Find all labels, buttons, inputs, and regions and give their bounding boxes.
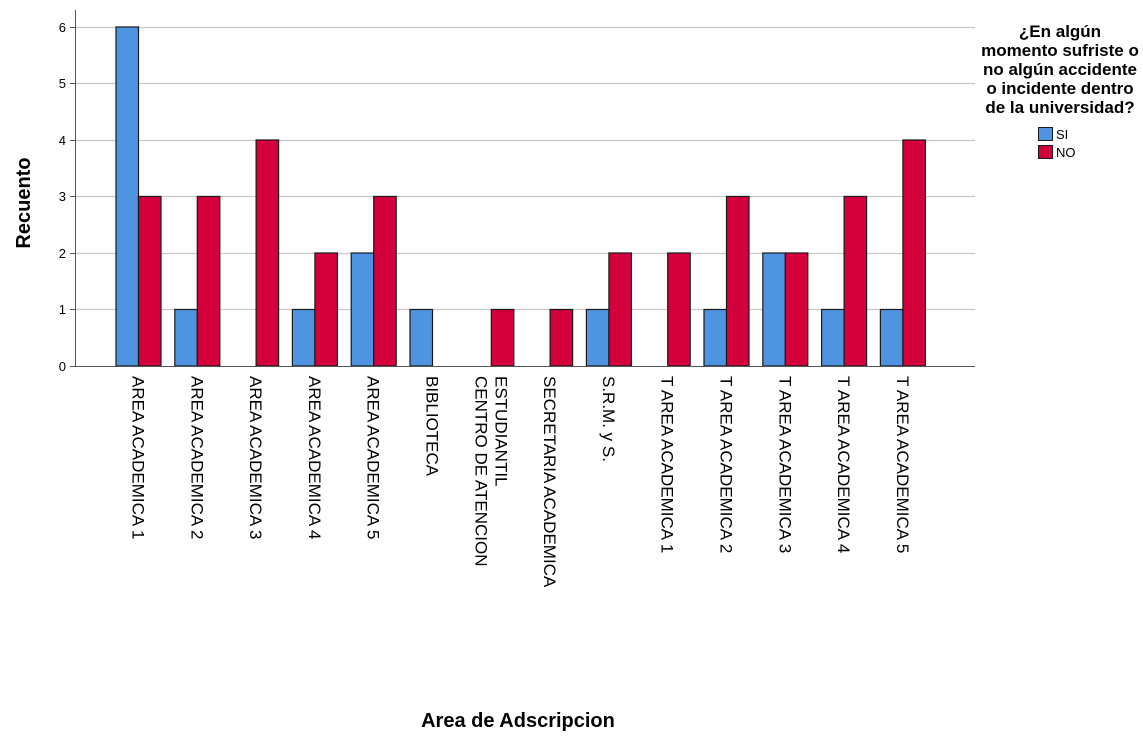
bar-no	[784, 252, 809, 367]
x-tick-label: AREA ACADEMICA 2	[187, 376, 206, 539]
bar-no	[902, 139, 927, 367]
bar-no	[314, 252, 338, 367]
bar-no	[137, 195, 162, 367]
bar-no	[255, 139, 280, 367]
x-tick-label: AREA ACADEMICA 3	[246, 376, 265, 539]
y-tick-label: 2	[59, 246, 66, 261]
x-tick-label-line: CENTRO DE ATENCION	[471, 376, 490, 566]
x-tick-label-line: T AREA ACADEMICA 2	[717, 376, 736, 553]
y-tick-label: 0	[59, 359, 66, 374]
bar-no	[843, 195, 868, 367]
x-tick-label-line: T AREA ACADEMICA 4	[834, 376, 853, 553]
y-tick-label: 1	[59, 302, 66, 317]
legend-label: SI	[1056, 126, 1069, 142]
x-tick-label: T AREA ACADEMICA 1	[658, 376, 677, 553]
x-tick-label-line: ESTUDIANTIL	[491, 376, 510, 487]
legend-title: ¿En algún momento sufriste o no algún ac…	[981, 22, 1139, 117]
x-tick-label-line: SECRETARIA ACADEMICA	[540, 376, 559, 588]
x-tick-label-line: AREA ACADEMICA 1	[129, 376, 148, 539]
legend-swatch	[1038, 127, 1053, 141]
x-tick-label-line: T AREA ACADEMICA 1	[658, 376, 677, 553]
bar-si	[115, 26, 140, 367]
x-tick-label: BIBLIOTECA	[423, 376, 442, 477]
x-tick-label-line: BIBLIOTECA	[423, 376, 442, 477]
axes	[70, 10, 975, 367]
x-tick-label: T AREA ACADEMICA 5	[893, 376, 912, 553]
legend-swatch	[1038, 145, 1053, 159]
bar-si	[291, 308, 316, 367]
bar-si	[703, 308, 728, 367]
bar-si	[879, 308, 904, 367]
legend-items: SI NO	[980, 125, 1140, 161]
legend: ¿En algún momento sufriste o no algún ac…	[980, 22, 1140, 161]
x-tick-label-line: AREA ACADEMICA 2	[187, 376, 206, 539]
x-tick-label-line: T AREA ACADEMICA 3	[775, 376, 794, 553]
x-tick-label: AREA ACADEMICA 1	[129, 376, 148, 539]
y-tick-label: 5	[59, 76, 66, 91]
x-tick-label-line: AREA ACADEMICA 4	[305, 376, 324, 539]
x-tick-label: S.R.M. y S.	[599, 376, 618, 462]
y-tick-label: 4	[59, 133, 66, 148]
bar-no	[490, 308, 515, 367]
legend-item-no: NO	[1038, 143, 1140, 161]
x-tick-label: T AREA ACADEMICA 4	[834, 376, 853, 553]
x-tick-label-line: AREA ACADEMICA 5	[364, 376, 383, 539]
bar-no	[725, 195, 750, 367]
bar-no	[608, 252, 633, 367]
y-axis-label: Recuento	[13, 157, 35, 248]
legend-item-si: SI	[1038, 125, 1140, 143]
y-tick-label: 3	[59, 189, 66, 204]
x-tick-label: CENTRO DE ATENCIONESTUDIANTIL	[471, 376, 510, 566]
bar-si	[585, 308, 610, 367]
x-tick-label: T AREA ACADEMICA 2	[717, 376, 736, 553]
x-axis-label: Area de Adscripcion	[421, 710, 615, 732]
x-tick-labels: AREA ACADEMICA 1 AREA ACADEMICA 2 AREA ACA…	[129, 376, 912, 588]
bar-si	[174, 308, 198, 367]
x-tick-label-line: T AREA ACADEMICA 5	[893, 376, 912, 553]
x-tick-label: T AREA ACADEMICA 3	[775, 376, 794, 553]
legend-label: NO	[1056, 144, 1076, 160]
bar-si	[762, 252, 786, 367]
y-tick-labels: 0 1 2 3 4 5 6	[59, 20, 66, 374]
bar-no	[549, 308, 574, 367]
x-tick-label: AREA ACADEMICA 4	[305, 376, 324, 539]
bars	[115, 26, 927, 367]
bar-si	[409, 308, 434, 367]
x-tick-label-line: S.R.M. y S.	[599, 376, 618, 462]
bar-no	[373, 195, 397, 367]
bar-no	[667, 252, 691, 367]
bar-no	[196, 195, 221, 367]
bar-si	[820, 308, 845, 367]
bar-si	[350, 252, 375, 367]
x-tick-label: SECRETARIA ACADEMICA	[540, 376, 559, 588]
x-tick-label: AREA ACADEMICA 5	[364, 376, 383, 539]
y-tick-label: 6	[59, 20, 66, 35]
x-tick-label-line: AREA ACADEMICA 3	[246, 376, 265, 539]
